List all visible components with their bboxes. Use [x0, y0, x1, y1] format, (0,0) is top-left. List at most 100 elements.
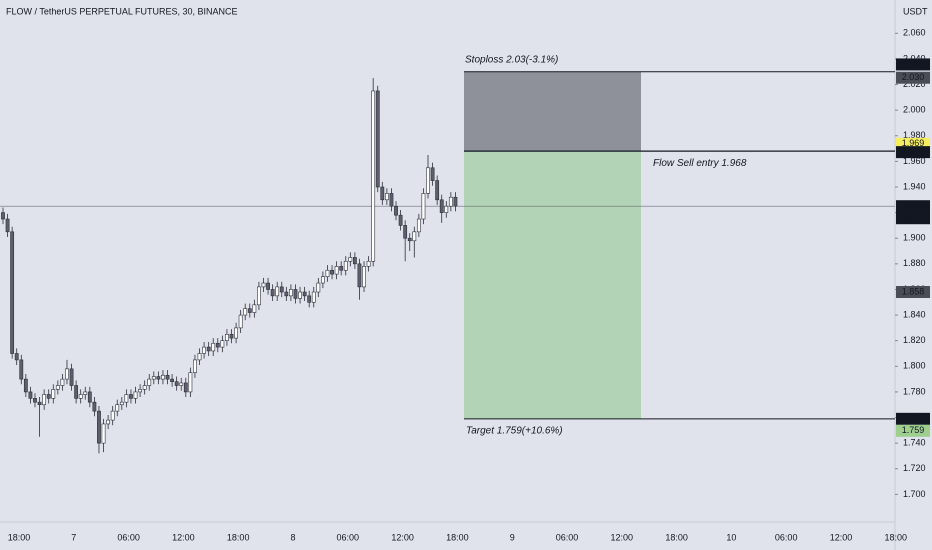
candle-body [78, 394, 83, 399]
candle-body [124, 394, 129, 403]
candle-body [129, 394, 133, 399]
price-badge-label: 1.759 [902, 425, 925, 435]
candle-body [293, 289, 298, 299]
candle-body [362, 266, 366, 288]
candle-body [234, 327, 238, 339]
price-badge-label: 2.031 [902, 59, 925, 69]
entry-label: Flow Sell entry 1.968 [653, 158, 747, 169]
candle-body [243, 308, 248, 316]
x-tick-label: 12:00 [611, 532, 634, 542]
countdown: 26:32 [902, 213, 925, 223]
candle-body [320, 276, 325, 284]
price-badge [896, 286, 930, 299]
candle-body [416, 218, 421, 233]
candle-body [55, 385, 60, 390]
candle-body [206, 346, 211, 352]
chart-title: FLOW / TetherUS PERPETUAL FUTURES, 30, B… [6, 6, 238, 16]
y-tick-label: 1.980 [903, 130, 926, 140]
candle-body [325, 269, 330, 277]
candle-body [435, 180, 440, 201]
y-tick-label: 1.900 [903, 233, 926, 243]
price-badge [896, 146, 930, 159]
candle-body [14, 353, 19, 361]
price-badge [896, 200, 930, 225]
candle-body [33, 398, 37, 403]
target-zone [464, 151, 641, 419]
candle-body [398, 214, 403, 226]
candle-body [375, 90, 380, 188]
candle-body [238, 314, 243, 329]
candle-body [343, 260, 348, 271]
candle-body [161, 374, 165, 380]
x-tick-label: 06:00 [775, 532, 798, 542]
candle-body [147, 378, 152, 386]
candle-body [384, 193, 389, 201]
candle-body [389, 193, 394, 207]
candle-body [156, 376, 161, 380]
y-tick-label: 2.020 [903, 79, 926, 89]
y-tick-label: 1.840 [903, 309, 926, 319]
candle-body [421, 193, 426, 220]
y-tick-label: 2.000 [903, 105, 926, 115]
candle-body [357, 263, 362, 288]
price-badge-label: 1.759 [902, 413, 925, 423]
candle-body [403, 225, 408, 239]
candle-body [394, 205, 398, 216]
candle-body [138, 389, 143, 393]
price-badge-label: 2.030 [902, 72, 925, 82]
x-tick-label: 18:00 [227, 532, 250, 542]
target-label: Target 1.759(+10.6%) [466, 425, 563, 436]
candle-body [170, 378, 174, 382]
candle-body [284, 291, 289, 297]
candle-body [42, 394, 47, 406]
candle-body [279, 286, 284, 293]
candle-body [339, 266, 344, 271]
x-tick-label: 06:00 [117, 532, 140, 542]
x-tick-label: 06:00 [337, 532, 360, 542]
candle-body [5, 218, 10, 233]
y-tick-label: 1.780 [903, 386, 926, 396]
candle-body [215, 342, 220, 348]
price-badge-label: 1.968 [902, 147, 925, 157]
candle-body [106, 419, 111, 425]
y-tick-label: 1.800 [903, 361, 926, 371]
price-badge [896, 71, 930, 84]
candle-body [311, 291, 316, 303]
candle-body [37, 401, 42, 406]
candle-body [51, 389, 56, 399]
price-badge-label: 1.858 [902, 286, 925, 296]
candle-body [65, 368, 69, 380]
candle-body [119, 401, 124, 406]
candle-body [261, 282, 266, 288]
candle-body [453, 196, 458, 207]
candle-body [101, 423, 106, 444]
candle-body [247, 308, 252, 313]
candle-body [444, 205, 449, 213]
candle-body [202, 346, 206, 354]
candle-body [252, 304, 257, 313]
y-tick-label: 2.040 [903, 53, 926, 63]
candle-body [142, 385, 147, 390]
candle-body [151, 376, 156, 380]
candle-body [92, 401, 97, 412]
candle-body [74, 385, 79, 399]
candle-body [439, 199, 444, 213]
candle-body [165, 374, 170, 380]
candle-body [380, 186, 385, 201]
candle-body [275, 286, 280, 297]
y-tick-label: 1.740 [903, 438, 926, 448]
candle-body [266, 282, 270, 290]
price-badge-label: 1.969 [902, 138, 925, 148]
candle-body [225, 333, 229, 341]
candle-body [87, 391, 92, 403]
candle-body [307, 295, 312, 303]
x-tick-label: 18:00 [885, 532, 908, 542]
candle-body [371, 90, 376, 262]
candle-body [426, 167, 430, 194]
price-badge [896, 58, 930, 71]
x-tick-label: 8 [290, 532, 295, 542]
candle-body [174, 381, 179, 386]
candle-body [229, 333, 234, 339]
candle-body [316, 282, 321, 293]
